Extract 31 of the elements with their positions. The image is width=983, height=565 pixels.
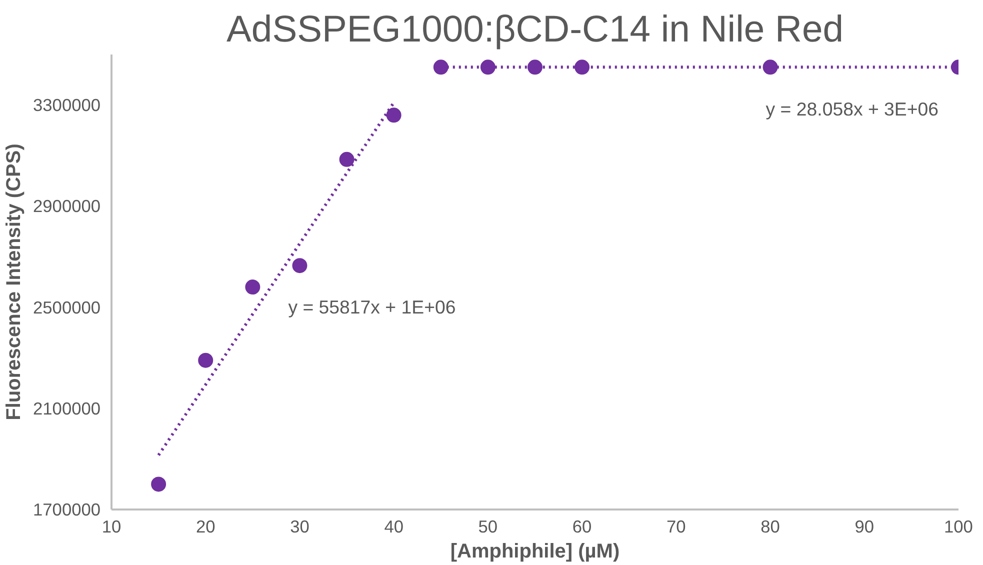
x-tick-label: 50 (478, 516, 498, 536)
x-tick-label: 70 (666, 516, 686, 536)
y-axis-title: Fluorescence Intensity (CPS) (3, 144, 26, 420)
point (151, 476, 166, 492)
point (528, 60, 542, 75)
x-tick-label: 60 (572, 516, 592, 536)
point (574, 60, 590, 75)
point (292, 258, 308, 274)
annotation: y = 55817x + 1E+06 (288, 296, 456, 318)
y-tick-label: 2100000 (33, 398, 101, 418)
x-tick-label: 90 (854, 516, 874, 536)
y-tick-label: 2500000 (33, 297, 101, 318)
x-tick-label: 30 (290, 516, 310, 536)
x-tick-label: 10 (102, 516, 122, 536)
point (762, 60, 778, 75)
chart-title: AdSSPEG1000:βCD-C14 in Nile Red (226, 8, 844, 50)
point (339, 152, 354, 167)
point (386, 108, 402, 123)
x-tick-label: 80 (760, 516, 780, 536)
x-tick-label: 20 (196, 516, 216, 536)
y-tick-label: 3300000 (33, 95, 101, 116)
annotation: y = 28.058x + 3E+06 (766, 98, 939, 120)
x-tick-label: 100 (944, 516, 973, 536)
x-tick-label: 40 (384, 516, 404, 536)
point (480, 60, 496, 75)
y-tick-label: 1700000 (33, 500, 101, 520)
point (198, 352, 214, 368)
y-tick-label: 2900000 (33, 196, 101, 216)
x-axis-title: [Amphiphile] (µM) (450, 540, 620, 562)
point (245, 280, 260, 295)
point (433, 60, 448, 75)
